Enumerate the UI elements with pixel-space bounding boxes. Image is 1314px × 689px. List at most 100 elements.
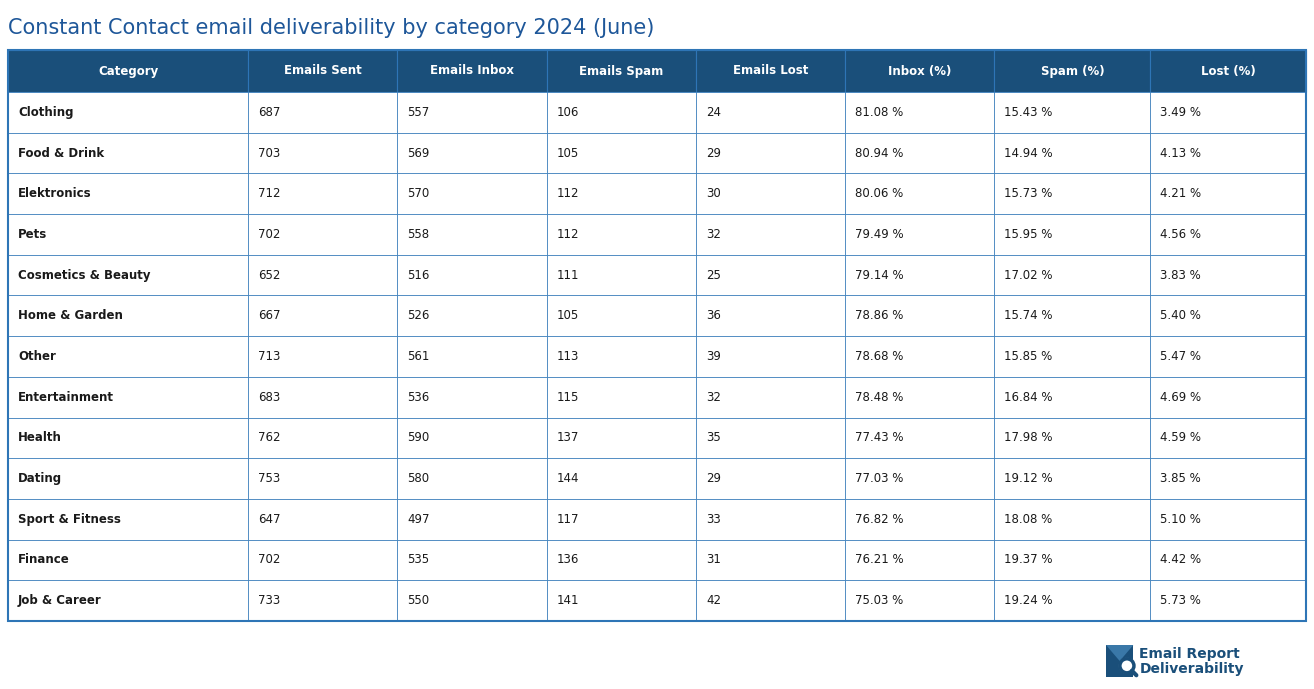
Bar: [1150, 539, 1306, 580]
Bar: [696, 174, 845, 214]
Bar: [547, 50, 696, 92]
Text: Constant Contact email deliverability by category 2024 (June): Constant Contact email deliverability by…: [8, 18, 654, 38]
Bar: [845, 336, 995, 377]
Bar: [397, 214, 547, 255]
Bar: [397, 418, 547, 458]
Bar: [995, 92, 1150, 133]
Bar: [696, 499, 845, 539]
Text: 561: 561: [407, 350, 430, 363]
Text: 77.43 %: 77.43 %: [855, 431, 904, 444]
Bar: [995, 336, 1150, 377]
Circle shape: [1120, 659, 1134, 673]
Text: Emails Spam: Emails Spam: [579, 65, 664, 77]
Text: 16.84 %: 16.84 %: [1004, 391, 1053, 404]
Bar: [547, 580, 696, 621]
Text: Category: Category: [99, 65, 158, 77]
Bar: [1150, 174, 1306, 214]
Polygon shape: [1106, 645, 1134, 661]
Bar: [397, 133, 547, 174]
Bar: [1106, 645, 1134, 677]
Bar: [397, 255, 547, 296]
Text: 15.73 %: 15.73 %: [1004, 187, 1053, 200]
Text: Other: Other: [18, 350, 57, 363]
Bar: [845, 50, 995, 92]
Text: 683: 683: [258, 391, 280, 404]
Bar: [248, 458, 397, 499]
Bar: [8, 580, 248, 621]
Text: Home & Garden: Home & Garden: [18, 309, 124, 322]
Text: 24: 24: [706, 106, 721, 119]
Text: 78.48 %: 78.48 %: [855, 391, 904, 404]
Text: 14.94 %: 14.94 %: [1004, 147, 1053, 160]
Text: 647: 647: [258, 513, 281, 526]
Text: 516: 516: [407, 269, 430, 282]
Text: Emails Inbox: Emails Inbox: [430, 65, 514, 77]
Text: 4.56 %: 4.56 %: [1160, 228, 1201, 241]
Text: 75.03 %: 75.03 %: [855, 594, 904, 607]
Bar: [995, 418, 1150, 458]
Text: 15.95 %: 15.95 %: [1004, 228, 1053, 241]
Bar: [845, 499, 995, 539]
Text: 3.49 %: 3.49 %: [1160, 106, 1201, 119]
Text: 5.73 %: 5.73 %: [1160, 594, 1201, 607]
Bar: [1150, 214, 1306, 255]
Bar: [845, 580, 995, 621]
Text: 79.14 %: 79.14 %: [855, 269, 904, 282]
Bar: [995, 296, 1150, 336]
Text: 137: 137: [557, 431, 579, 444]
Bar: [8, 50, 1306, 621]
Bar: [845, 92, 995, 133]
Text: 19.37 %: 19.37 %: [1004, 553, 1053, 566]
Bar: [397, 174, 547, 214]
Text: 590: 590: [407, 431, 430, 444]
Bar: [845, 377, 995, 418]
Bar: [995, 255, 1150, 296]
Text: Health: Health: [18, 431, 62, 444]
Bar: [845, 255, 995, 296]
Text: 111: 111: [557, 269, 579, 282]
Text: 762: 762: [258, 431, 281, 444]
Text: 702: 702: [258, 553, 280, 566]
Text: 536: 536: [407, 391, 430, 404]
Text: 570: 570: [407, 187, 430, 200]
Bar: [248, 499, 397, 539]
Bar: [397, 50, 547, 92]
Bar: [8, 133, 248, 174]
Bar: [995, 133, 1150, 174]
Bar: [248, 336, 397, 377]
Text: 105: 105: [557, 147, 579, 160]
Text: 703: 703: [258, 147, 280, 160]
Text: 78.68 %: 78.68 %: [855, 350, 904, 363]
Text: 112: 112: [557, 187, 579, 200]
Text: Email Report: Email Report: [1139, 647, 1240, 661]
Bar: [696, 50, 845, 92]
Bar: [248, 50, 397, 92]
Text: 558: 558: [407, 228, 430, 241]
Text: 4.69 %: 4.69 %: [1160, 391, 1201, 404]
Bar: [248, 133, 397, 174]
Bar: [696, 296, 845, 336]
Bar: [8, 418, 248, 458]
Bar: [547, 458, 696, 499]
Text: 15.74 %: 15.74 %: [1004, 309, 1053, 322]
Text: Clothing: Clothing: [18, 106, 74, 119]
Bar: [696, 418, 845, 458]
Bar: [8, 499, 248, 539]
Text: 15.85 %: 15.85 %: [1004, 350, 1053, 363]
Text: 580: 580: [407, 472, 430, 485]
Text: 550: 550: [407, 594, 430, 607]
Text: 81.08 %: 81.08 %: [855, 106, 904, 119]
Text: Sport & Fitness: Sport & Fitness: [18, 513, 121, 526]
Text: Emails Lost: Emails Lost: [733, 65, 808, 77]
Bar: [397, 377, 547, 418]
Bar: [1150, 418, 1306, 458]
Bar: [397, 336, 547, 377]
Bar: [995, 50, 1150, 92]
Bar: [397, 92, 547, 133]
Bar: [696, 214, 845, 255]
Text: 18.08 %: 18.08 %: [1004, 513, 1053, 526]
Text: 113: 113: [557, 350, 579, 363]
Text: 569: 569: [407, 147, 430, 160]
Text: 4.42 %: 4.42 %: [1160, 553, 1201, 566]
Bar: [1150, 296, 1306, 336]
